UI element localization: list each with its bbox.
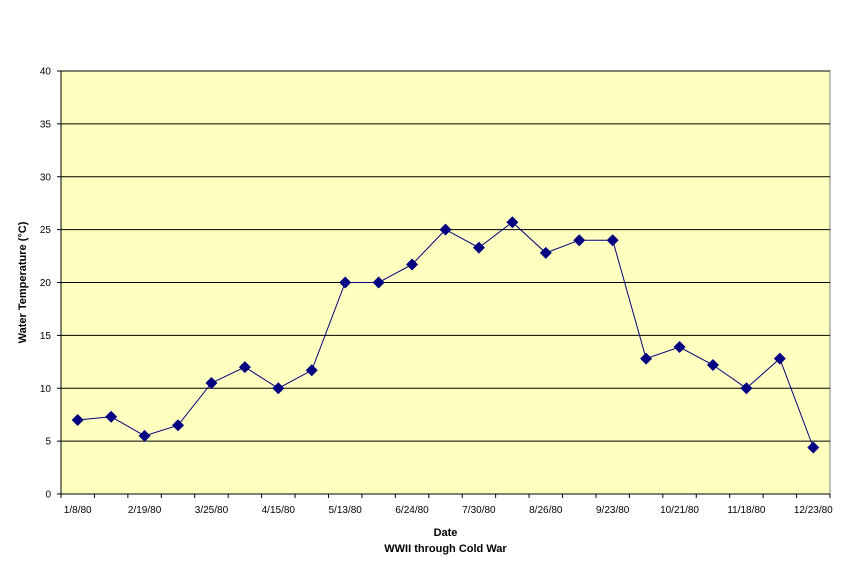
data-point-marker [740,382,753,395]
data-point-marker [272,382,285,395]
data-point-marker [472,241,485,254]
data-point-marker [305,364,318,377]
data-point-marker [105,410,118,423]
data-point-marker [71,413,84,426]
x-tick-label: 2/19/80 [128,505,162,516]
y-tick-label: 0 [45,490,51,501]
y-tick-label: 35 [40,119,52,130]
x-tick-label: 6/24/80 [395,505,429,516]
data-point-marker [372,276,385,289]
axes [57,70,831,498]
data-point-marker [606,234,619,247]
y-axis-label: Water Temperature (°C) [17,221,29,343]
x-tick-label: 7/30/80 [462,505,496,516]
data-point-marker [506,216,519,229]
y-tick-label: 30 [40,172,52,183]
data-point-marker [640,352,653,365]
y-tick-label: 15 [40,331,52,342]
x-tick-label: 12/23/80 [794,505,833,516]
data-point-marker [573,234,586,247]
x-tick-label: 10/21/80 [660,505,699,516]
data-point-marker [807,441,820,454]
x-tick-label: 4/15/80 [262,505,296,516]
y-tick-label: 40 [40,67,52,78]
x-tick-labels: 1/8/80 2/19/80 3/25/80 4/15/80 5/13/80 6/24/8… [64,505,833,516]
x-axis-sublabel: WWII through Cold War [384,543,507,555]
x-tick-label: 1/8/80 [64,505,92,516]
series-group [71,216,820,454]
data-point-marker [138,429,151,442]
x-tick-label: 5/13/80 [329,505,363,516]
x-tick-label: 8/26/80 [529,505,563,516]
data-point-marker [673,341,686,354]
data-point-marker [172,419,185,432]
y-tick-label: 20 [40,278,52,289]
data-point-marker [339,276,352,289]
y-tick-labels: 0 5 10 15 20 25 30 35 40 [40,67,52,501]
data-point-marker [706,358,719,371]
data-point-marker [539,246,552,259]
y-tick-label: 25 [40,225,52,236]
y-tick-label: 5 [45,437,51,448]
x-tick-label: 11/18/80 [727,505,766,516]
data-point-marker [439,223,452,236]
data-point-marker [205,376,218,389]
x-tick-label: 3/25/80 [195,505,229,516]
data-point-marker [238,361,251,374]
y-tick-label: 10 [40,384,52,395]
x-tick-label: 9/23/80 [596,505,630,516]
data-point-marker [406,258,419,271]
x-axis-label: Date [434,527,458,539]
data-point-marker [773,352,786,365]
